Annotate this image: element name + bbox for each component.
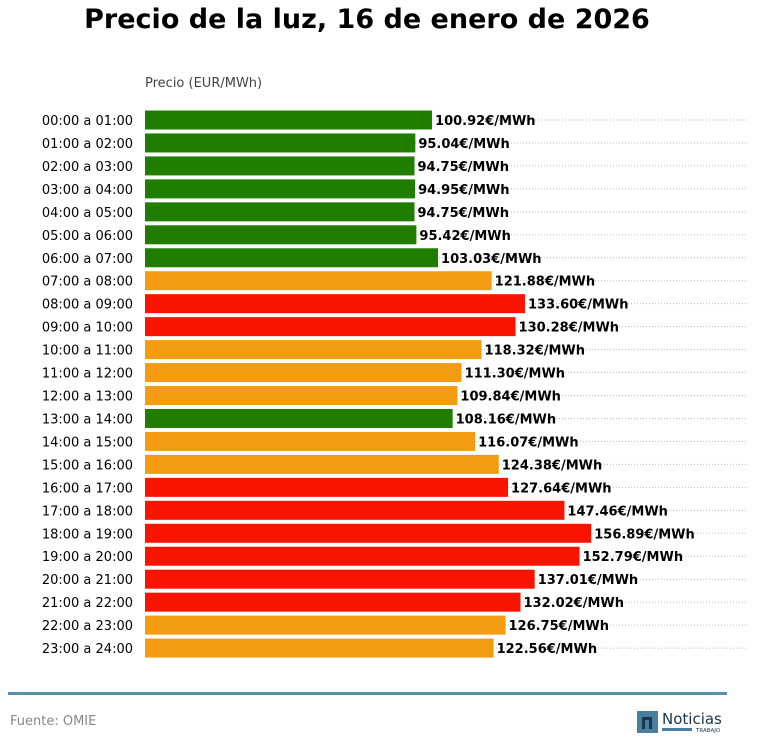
bar	[145, 202, 415, 222]
svg-text:Noticias: Noticias	[662, 710, 722, 728]
y-tick-label: 15:00 a 16:00	[42, 458, 133, 473]
noticias-trabajo-logo: Noticias TRABAJO	[637, 710, 722, 734]
data-label: 133.60€/MWh	[528, 298, 629, 313]
y-tick-label: 11:00 a 12:00	[42, 367, 133, 382]
y-tick-label: 02:00 a 03:00	[42, 160, 133, 175]
y-tick-label: 04:00 a 05:00	[42, 206, 133, 221]
data-label: 152.79€/MWh	[583, 550, 684, 565]
y-tick-label: 19:00 a 20:00	[42, 550, 133, 565]
y-tick-label: 20:00 a 21:00	[42, 573, 133, 588]
data-label: 109.84€/MWh	[460, 390, 560, 405]
bar	[145, 569, 535, 589]
y-tick-label: 00:00 a 01:00	[42, 114, 133, 129]
y-tick-label: 03:00 a 04:00	[42, 183, 133, 198]
data-label: 130.28€/MWh	[519, 321, 620, 336]
y-tick-label: 06:00 a 07:00	[42, 252, 133, 267]
y-tick-label: 14:00 a 15:00	[42, 435, 133, 450]
bar	[145, 615, 506, 635]
data-label: 124.38€/MWh	[502, 458, 602, 473]
data-label: 100.92€/MWh	[435, 114, 536, 129]
bar	[145, 431, 476, 451]
bar	[145, 500, 565, 520]
data-label: 121.88€/MWh	[495, 275, 595, 290]
bar	[145, 638, 494, 658]
bar	[145, 454, 499, 474]
y-tick-label: 17:00 a 18:00	[42, 504, 133, 519]
bar	[145, 294, 526, 314]
bar	[145, 317, 516, 337]
y-tick-label: 16:00 a 17:00	[42, 481, 133, 496]
bar	[145, 156, 415, 176]
y-tick-label: 07:00 a 08:00	[42, 275, 133, 290]
y-tick-label: 22:00 a 23:00	[42, 619, 133, 634]
data-label: 94.75€/MWh	[418, 206, 509, 221]
chart-title: Precio de la luz, 16 de enero de 2026	[84, 4, 650, 35]
data-label: 111.30€/MWh	[465, 367, 566, 382]
bar	[145, 408, 453, 428]
bar	[145, 271, 492, 291]
bar	[145, 363, 462, 383]
data-label: 126.75€/MWh	[509, 619, 609, 634]
x-axis-label: Precio (EUR/MWh)	[145, 76, 262, 91]
footer-divider	[8, 692, 727, 695]
bar	[145, 225, 417, 245]
y-tick-label: 08:00 a 09:00	[42, 298, 133, 313]
y-tick-label: 10:00 a 11:00	[42, 344, 133, 359]
data-label: 94.95€/MWh	[418, 183, 509, 198]
data-label: 122.56€/MWh	[497, 642, 598, 657]
bar	[145, 110, 433, 130]
data-label: 94.75€/MWh	[418, 160, 509, 175]
data-label: 127.64€/MWh	[511, 481, 612, 496]
svg-text:TRABAJO: TRABAJO	[695, 728, 721, 734]
bar	[145, 179, 416, 199]
y-tick-label: 09:00 a 10:00	[42, 321, 133, 336]
data-label: 156.89€/MWh	[594, 527, 695, 542]
y-tick-label: 13:00 a 14:00	[42, 412, 133, 427]
bar	[145, 523, 592, 543]
data-label: 118.32€/MWh	[485, 344, 585, 359]
data-label: 116.07€/MWh	[478, 435, 578, 450]
y-tick-label: 01:00 a 02:00	[42, 137, 133, 152]
data-label: 137.01€/MWh	[538, 573, 639, 588]
bar	[145, 340, 482, 360]
data-label: 95.42€/MWh	[419, 229, 510, 244]
data-label: 132.02€/MWh	[524, 596, 625, 611]
bar	[145, 248, 439, 268]
bar	[145, 386, 458, 406]
data-label: 103.03€/MWh	[441, 252, 542, 267]
data-label: 108.16€/MWh	[456, 412, 557, 427]
bar-chart: Precio (EUR/MWh) 00:00 a 01:00 100.92€/MWh…	[42, 76, 748, 658]
y-tick-label: 12:00 a 13:00	[42, 390, 133, 405]
data-label: 147.46€/MWh	[567, 504, 668, 519]
data-label: 95.04€/MWh	[418, 137, 509, 152]
bar	[145, 477, 509, 497]
bar	[145, 133, 416, 153]
bar	[145, 592, 521, 612]
y-tick-label: 05:00 a 06:00	[42, 229, 133, 244]
source-label: Fuente: OMIE	[10, 714, 97, 729]
bar	[145, 546, 580, 566]
y-tick-label: 21:00 a 22:00	[42, 596, 133, 611]
y-tick-label: 18:00 a 19:00	[42, 527, 133, 542]
y-tick-label: 23:00 a 24:00	[42, 642, 133, 657]
